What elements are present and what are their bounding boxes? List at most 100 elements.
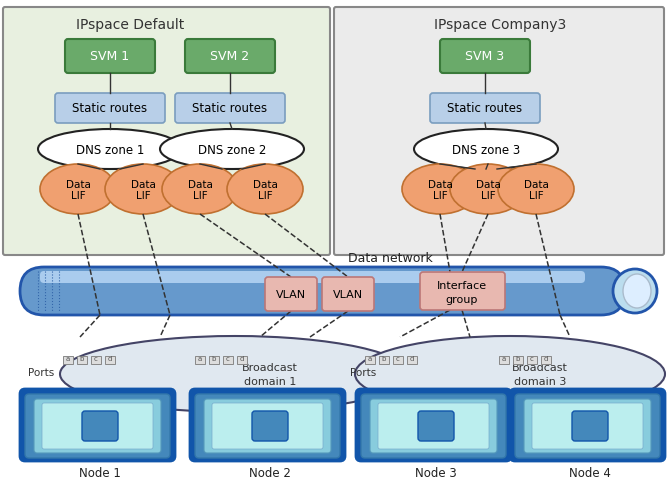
Bar — [541, 356, 551, 364]
FancyBboxPatch shape — [510, 389, 665, 461]
Bar — [63, 356, 73, 364]
FancyBboxPatch shape — [430, 94, 540, 124]
FancyBboxPatch shape — [175, 94, 285, 124]
Text: VLAN: VLAN — [333, 289, 363, 300]
FancyBboxPatch shape — [190, 389, 345, 461]
FancyBboxPatch shape — [515, 394, 660, 458]
Bar — [77, 356, 87, 364]
FancyBboxPatch shape — [378, 403, 489, 449]
Text: a: a — [368, 355, 372, 361]
Text: LIF: LIF — [481, 191, 496, 200]
FancyBboxPatch shape — [204, 399, 331, 453]
Ellipse shape — [40, 165, 116, 214]
Ellipse shape — [498, 165, 574, 214]
FancyBboxPatch shape — [572, 411, 608, 441]
Text: LIF: LIF — [529, 191, 544, 200]
FancyBboxPatch shape — [252, 411, 288, 441]
Ellipse shape — [402, 165, 478, 214]
Text: Data: Data — [187, 180, 212, 190]
Text: IPspace Company3: IPspace Company3 — [434, 18, 566, 32]
Text: Broadcast: Broadcast — [512, 362, 568, 372]
Text: LIF: LIF — [135, 191, 150, 200]
Bar — [195, 356, 205, 364]
Text: Node 1: Node 1 — [79, 467, 121, 480]
Text: IPspace Default: IPspace Default — [76, 18, 184, 32]
Text: c: c — [530, 355, 534, 361]
Text: Node 2: Node 2 — [249, 467, 291, 480]
Ellipse shape — [38, 130, 182, 170]
Bar — [527, 356, 537, 364]
Text: Node 3: Node 3 — [415, 467, 457, 480]
Text: domain 1: domain 1 — [244, 376, 296, 386]
Text: Static routes: Static routes — [448, 102, 522, 115]
Text: b: b — [212, 355, 216, 361]
FancyBboxPatch shape — [20, 268, 625, 316]
Bar — [393, 356, 403, 364]
Text: LIF: LIF — [193, 191, 207, 200]
Ellipse shape — [623, 274, 651, 308]
FancyBboxPatch shape — [322, 277, 374, 311]
Ellipse shape — [613, 270, 657, 313]
FancyBboxPatch shape — [532, 403, 643, 449]
Text: LIF: LIF — [257, 191, 272, 200]
Bar — [407, 356, 417, 364]
Text: b: b — [80, 355, 84, 361]
FancyBboxPatch shape — [65, 40, 155, 74]
Ellipse shape — [227, 165, 303, 214]
Text: Data: Data — [253, 180, 277, 190]
FancyBboxPatch shape — [34, 399, 161, 453]
Text: Data: Data — [524, 180, 548, 190]
Bar — [209, 356, 219, 364]
Text: a: a — [502, 355, 506, 361]
FancyBboxPatch shape — [356, 389, 511, 461]
Text: SVM 3: SVM 3 — [466, 50, 504, 63]
Text: LIF: LIF — [433, 191, 448, 200]
Bar — [105, 356, 115, 364]
Text: Data: Data — [65, 180, 91, 190]
Ellipse shape — [355, 336, 665, 412]
FancyBboxPatch shape — [55, 94, 165, 124]
FancyBboxPatch shape — [524, 399, 651, 453]
Text: Static routes: Static routes — [193, 102, 267, 115]
Text: d: d — [410, 355, 414, 361]
FancyBboxPatch shape — [334, 8, 664, 256]
Text: a: a — [198, 355, 202, 361]
Text: c: c — [94, 355, 98, 361]
FancyBboxPatch shape — [195, 394, 340, 458]
Text: domain 3: domain 3 — [514, 376, 566, 386]
FancyBboxPatch shape — [370, 399, 497, 453]
Text: Ports: Ports — [350, 367, 376, 377]
Bar — [499, 356, 509, 364]
Text: d: d — [240, 355, 244, 361]
Text: SVM 1: SVM 1 — [91, 50, 129, 63]
FancyBboxPatch shape — [212, 403, 323, 449]
Ellipse shape — [162, 165, 238, 214]
FancyBboxPatch shape — [3, 8, 330, 256]
Ellipse shape — [60, 336, 410, 412]
FancyBboxPatch shape — [361, 394, 506, 458]
FancyBboxPatch shape — [20, 389, 175, 461]
Text: DNS zone 3: DNS zone 3 — [452, 143, 520, 156]
Bar — [91, 356, 101, 364]
Text: Ports: Ports — [28, 367, 54, 377]
Text: c: c — [396, 355, 400, 361]
Text: b: b — [382, 355, 386, 361]
Text: Interface: Interface — [437, 280, 487, 290]
Text: DNS zone 1: DNS zone 1 — [76, 143, 144, 156]
FancyBboxPatch shape — [185, 40, 275, 74]
Text: Broadcast: Broadcast — [242, 362, 298, 372]
Bar — [237, 356, 247, 364]
Text: d: d — [108, 355, 112, 361]
Text: Static routes: Static routes — [73, 102, 147, 115]
Ellipse shape — [105, 165, 181, 214]
Ellipse shape — [160, 130, 304, 170]
Text: DNS zone 2: DNS zone 2 — [198, 143, 266, 156]
FancyBboxPatch shape — [420, 272, 505, 310]
Ellipse shape — [450, 165, 526, 214]
Bar — [379, 356, 389, 364]
Text: b: b — [516, 355, 520, 361]
FancyBboxPatch shape — [40, 272, 585, 284]
Text: Data: Data — [428, 180, 452, 190]
Bar — [513, 356, 523, 364]
Text: VLAN: VLAN — [276, 289, 306, 300]
